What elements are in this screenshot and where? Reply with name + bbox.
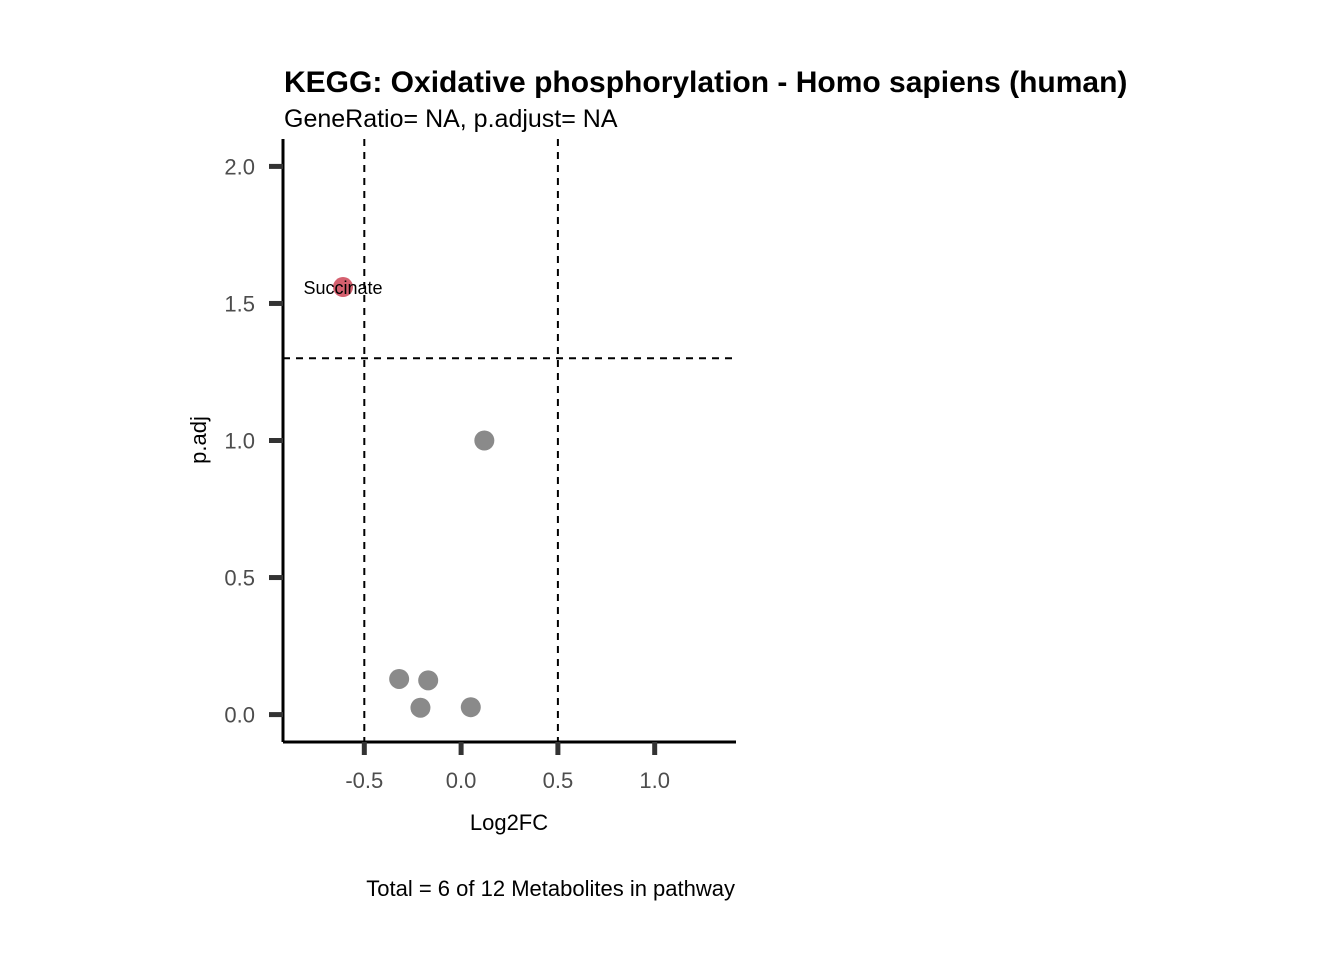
- x-tick-label: 0.5: [543, 768, 574, 793]
- y-tick-label: 0.5: [224, 566, 255, 591]
- reference-lines: [283, 139, 736, 742]
- chart-caption: Total = 6 of 12 Metabolites in pathway: [366, 876, 735, 901]
- data-point: [410, 697, 431, 718]
- y-tick-label: 2.0: [224, 154, 255, 179]
- significant-point: [333, 277, 354, 298]
- point-labels: Succinate: [303, 278, 382, 298]
- data-point: [389, 668, 410, 689]
- y-tick-label: 0.0: [224, 703, 255, 728]
- y-tick-label: 1.0: [224, 429, 255, 454]
- x-axis-ticks: -0.5 0.0 0.5 1.0: [345, 742, 670, 793]
- data-point: [418, 670, 439, 691]
- point-label: Succinate: [303, 278, 382, 298]
- y-axis-title: p.adj: [186, 416, 211, 464]
- y-axis-ticks: 0.0 0.5 1.0 1.5 2.0: [224, 154, 283, 728]
- chart-title: KEGG: Oxidative phosphorylation - Homo s…: [284, 66, 1127, 99]
- data-points: [333, 277, 495, 718]
- data-point: [460, 697, 481, 718]
- data-point: [474, 430, 495, 451]
- x-tick-label: 1.0: [639, 768, 670, 793]
- chart-subtitle: GeneRatio= NA, p.adjust= NA: [284, 105, 618, 133]
- x-tick-label: 0.0: [446, 768, 477, 793]
- y-tick-label: 1.5: [224, 291, 255, 316]
- x-axis-title: Log2FC: [470, 810, 548, 835]
- x-tick-label: -0.5: [345, 768, 383, 793]
